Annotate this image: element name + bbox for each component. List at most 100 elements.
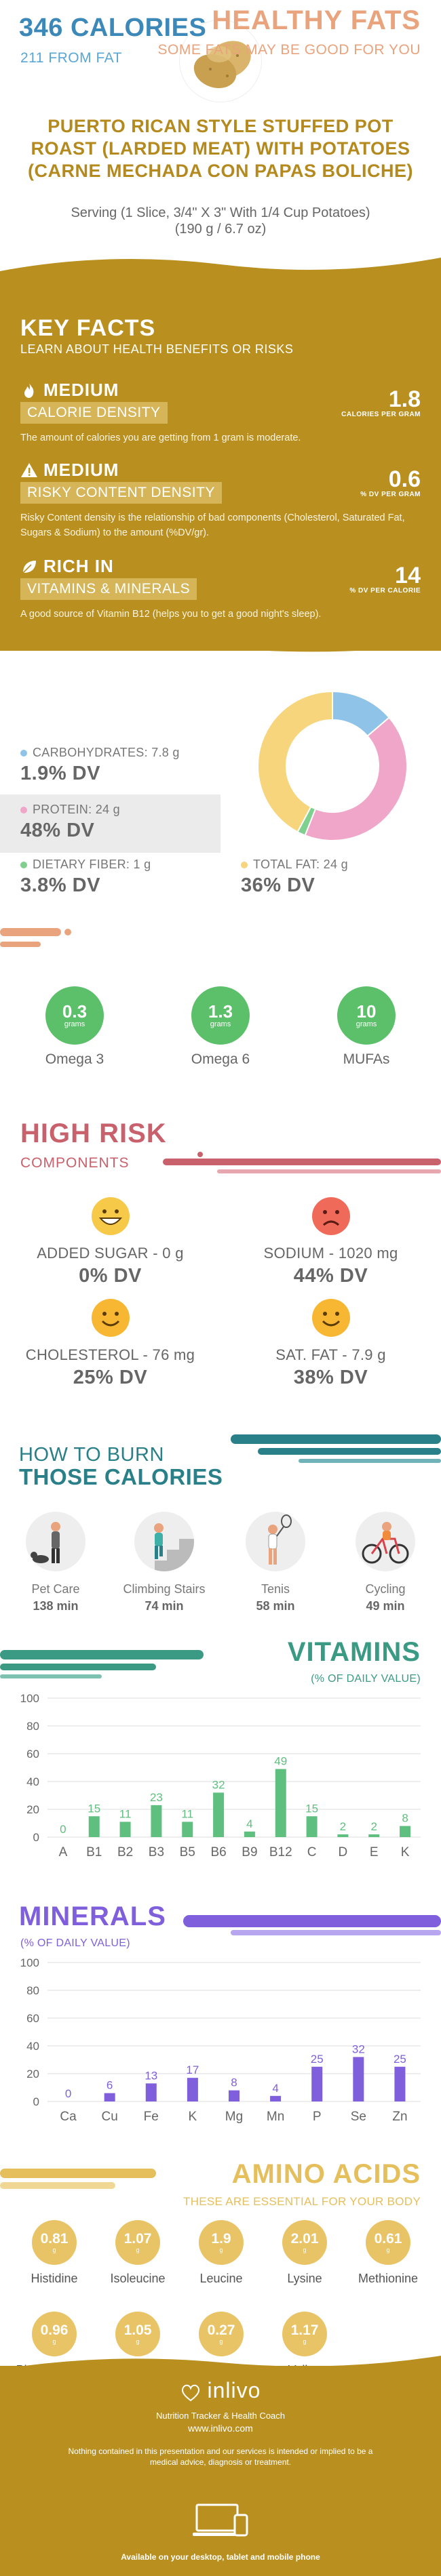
x-tick-label: B1 [86, 1845, 102, 1859]
decor-stripes [0, 928, 71, 947]
amino-unit: g [386, 2247, 390, 2253]
bar-value-label: 2 [340, 1820, 346, 1833]
bar-value-label: 11 [119, 1807, 132, 1820]
x-tick-label: E [370, 1845, 379, 1859]
minerals-title: MINERALS [19, 1901, 166, 1931]
donut-slice-total-fat [257, 690, 333, 833]
y-tick-label: 0 [33, 2095, 39, 2108]
food-image [180, 20, 261, 102]
smile-face-icon [311, 1299, 350, 1337]
risk-sodium: SODIUM - 1020 mg 44% DV [220, 1196, 441, 1287]
risk-label: SODIUM - 1020 mg [263, 1245, 398, 1262]
amino-bubble: 1.05 g [115, 2312, 160, 2356]
amino-value: 0.61 [374, 2231, 402, 2247]
macro-label-text: TOTAL FAT: 24 g [253, 858, 348, 871]
bar-B3 [151, 1805, 162, 1837]
bar-value-label: 17 [186, 2064, 199, 2076]
burn-title-line1: HOW TO BURN [19, 1444, 164, 1466]
vitamins-bar-chart: 0 20 40 60 80 100 0 A 15 B1 11 B2 23 B3 11 B5 32 B6 4 B9 49 B… [20, 1692, 421, 1859]
x-tick-label: Fe [144, 2110, 159, 2124]
amino-unit: g [303, 2338, 307, 2345]
amino-unit: g [136, 2338, 140, 2345]
warning-icon [21, 462, 37, 477]
fat-name: MUFAs [343, 1051, 390, 1067]
bar-Mg [229, 2090, 239, 2101]
healthy-fats-subtitle: SOME FATS MAY BE GOOD FOR YOU [157, 42, 421, 58]
key-fact-label: CALORIE DENSITY [20, 402, 168, 424]
amino-acids-title: AMINO ACIDS [231, 2159, 421, 2189]
brand-url-link[interactable]: www.inlivo.com [188, 2423, 253, 2434]
fat-name: Omega 6 [191, 1051, 250, 1067]
color-dot [20, 861, 27, 868]
x-tick-label: K [189, 2110, 197, 2124]
brand-tagline: Nutrition Tracker & Health Coach [155, 2411, 286, 2421]
key-fact-heading: RICH IN [20, 556, 421, 577]
x-tick-label: P [313, 2110, 322, 2124]
bar-Cu [104, 2093, 115, 2101]
bar-value-label: 32 [212, 1778, 225, 1791]
devices-icon [193, 2503, 248, 2537]
key-fact-heading: MEDIUM [20, 380, 421, 401]
amino-acid-leucine: 1.9 g Leucine [177, 2220, 265, 2286]
minerals-subtitle: (% OF DAILY VALUE) [20, 1937, 130, 1949]
fat-mufas: 10 grams MUFAs [312, 986, 421, 1068]
value-number: 0.6 [388, 466, 421, 492]
macro-dv: 48% DV [20, 820, 95, 841]
key-fact-label: VITAMINS & MINERALS [20, 578, 197, 600]
risk-dv: 44% DV [293, 1265, 368, 1287]
activity-name: Cycling [365, 1582, 406, 1596]
leaf-icon [22, 560, 36, 573]
key-fact-value: 1.8 CALORIES PER GRAM [341, 388, 421, 418]
disclaimer: Nothing contained in this presentation a… [68, 2447, 373, 2467]
burn-title-line2: THOSE CALORIES [19, 1464, 223, 1489]
amino-acid-lysine: 2.01 g Lysine [261, 2220, 349, 2286]
color-dot [20, 806, 27, 813]
y-tick-label: 100 [20, 1692, 39, 1705]
y-tick-label: 60 [26, 1748, 39, 1760]
activity-minutes: 58 min [256, 1599, 295, 1613]
bar-D [337, 1834, 349, 1837]
brand-logo[interactable]: inlivo [0, 2378, 441, 2403]
amino-acid-histidine: 0.81 g Histidine [10, 2220, 98, 2286]
sad-face-icon [311, 1197, 350, 1235]
y-tick-label: 0 [33, 1831, 39, 1844]
risk-dv: 0% DV [79, 1265, 142, 1287]
bar-value-label: 2 [371, 1820, 377, 1833]
amino-value: 0.27 [207, 2322, 235, 2338]
fat-omega-6: 1.3 grams Omega 6 [166, 986, 275, 1068]
heart-icon [181, 2384, 199, 2401]
serving-line-1: Serving (1 Slice, 3/4" X 3" With 1/4 Cup… [71, 205, 370, 220]
macro-donut-chart [257, 690, 408, 841]
activity-cycling: Cycling 49 min [331, 1512, 440, 1613]
amino-acid-methionine: 0.61 g Methionine [344, 2220, 432, 2286]
availability-note: Available on your desktop, tablet and mo… [121, 2552, 320, 2562]
amino-bubble: 0.96 g [32, 2312, 77, 2356]
x-tick-label: Mn [267, 2110, 284, 2124]
grin-face-icon [91, 1197, 130, 1235]
bar-B12 [275, 1769, 286, 1837]
serving-line-2: (190 g / 6.7 oz) [174, 222, 267, 237]
fat-bubble: 0.3 grams [45, 986, 104, 1045]
bar-value-label: 25 [394, 2053, 406, 2066]
fat-value: 10 [356, 1001, 377, 1022]
macro-label-text: CARBOHYDRATES: 7.8 g [33, 746, 180, 759]
activity-minutes: 49 min [366, 1599, 405, 1613]
y-tick-label: 80 [26, 1720, 39, 1733]
bar-E [368, 1834, 380, 1837]
key-facts-section: KEY FACTS LEARN ABOUT HEALTH BENEFITS OR… [0, 271, 441, 651]
value-unit: % DV PER CALORIE [349, 587, 421, 595]
x-tick-label: B3 [149, 1845, 164, 1859]
level-text: RICH IN [43, 556, 114, 576]
value-unit: CALORIES PER GRAM [341, 411, 421, 418]
calories-from-fat: 211 FROM FAT [20, 50, 122, 66]
bar-K [400, 1826, 411, 1837]
serving-size: Serving (1 Slice, 3/4" X 3" With 1/4 Cup… [20, 205, 421, 237]
activity-tenis: Tenis 58 min [221, 1512, 330, 1613]
bar-Se [353, 2057, 364, 2101]
amino-name: Methionine [358, 2272, 419, 2285]
x-tick-label: B6 [210, 1845, 226, 1859]
key-fact-description: The amount of calories you are getting f… [20, 432, 301, 443]
amino-name: Histidine [31, 2272, 78, 2285]
value-unit: % DV PER GRAM [360, 491, 421, 498]
bar-B9 [244, 1831, 255, 1837]
